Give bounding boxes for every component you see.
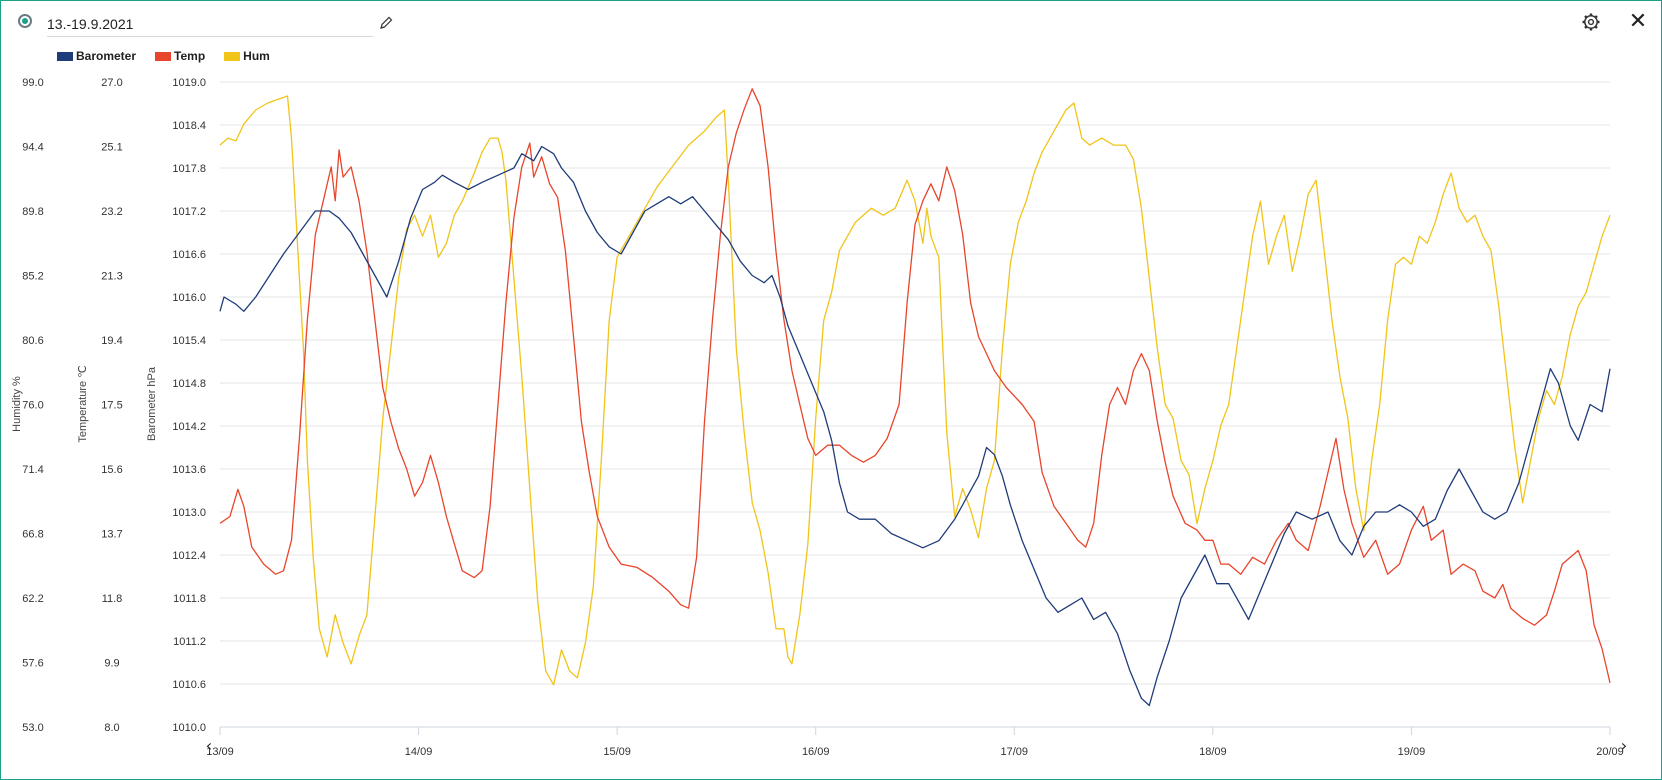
pencil-icon[interactable]: [378, 15, 394, 31]
baro-tick-label: 1018.4: [172, 120, 206, 132]
radio-dot: [22, 18, 28, 24]
baro-tick-label: 1014.8: [172, 378, 206, 390]
legend-swatch-hum: [224, 51, 241, 61]
x-tick-label: 15/09: [603, 746, 631, 758]
chart-header: ✕: [1, 1, 1661, 45]
baro-tick-label: 1014.2: [172, 421, 206, 433]
baro-tick-label: 1016.0: [172, 292, 206, 304]
gear-icon[interactable]: [1581, 12, 1601, 32]
hum-tick-label: 80.6: [22, 335, 43, 347]
x-tick-label: 20/09: [1596, 746, 1624, 758]
hum-tick-label: 94.4: [22, 142, 43, 154]
x-tick-label: 18/09: [1199, 746, 1227, 758]
temp-tick-label: 27.0: [101, 77, 122, 89]
hum-tick-label: 71.4: [22, 464, 43, 476]
chevron-right-icon[interactable]: ›: [1621, 736, 1627, 755]
temp-tick-label: 19.4: [101, 335, 122, 347]
legend-label-temp: Temp: [174, 49, 206, 63]
baro-axis-title: Barometer hPa: [146, 366, 158, 441]
series-line-temp: [219, 88, 1611, 684]
hum-tick-label: 76.0: [22, 400, 43, 412]
baro-tick-label: 1013.6: [172, 464, 206, 476]
legend-item-hum[interactable]: Hum: [224, 49, 270, 63]
hum-tick-label: 62.2: [22, 593, 43, 605]
x-tick-label: 17/09: [1001, 746, 1029, 758]
x-tick-label: 14/09: [405, 746, 433, 758]
temp-tick-label: 25.1: [101, 142, 122, 154]
series-line-barometer: [219, 145, 1611, 707]
baro-tick-label: 1011.8: [173, 593, 206, 605]
temp-tick-label: 15.6: [101, 464, 122, 476]
baro-tick-label: 1011.2: [173, 636, 206, 648]
hum-tick-label: 66.8: [22, 529, 43, 541]
baro-tick-label: 1015.4: [172, 335, 206, 347]
x-tick-label: 13/09: [206, 746, 234, 758]
temp-tick-label: 21.3: [101, 271, 122, 283]
close-icon[interactable]: ✕: [1628, 9, 1648, 34]
baro-tick-label: 1017.2: [172, 206, 206, 218]
temp-axis-title: Temperature ℃: [77, 365, 89, 442]
baro-tick-label: 1013.0: [172, 507, 206, 519]
chart-legend: Barometer Temp Hum: [57, 49, 289, 63]
chart-title-input[interactable]: [47, 12, 373, 37]
temp-tick-label: 8.0: [104, 722, 119, 734]
temp-tick-label: 11.8: [102, 593, 123, 605]
temp-tick-label: 13.7: [101, 529, 122, 541]
legend-item-temp[interactable]: Temp: [155, 49, 205, 63]
baro-tick-label: 1012.4: [172, 550, 206, 562]
baro-tick-label: 1010.0: [172, 722, 206, 734]
temp-tick-label: 9.9: [104, 658, 119, 670]
legend-swatch-barometer: [57, 51, 73, 61]
hum-tick-label: 57.6: [22, 658, 43, 670]
hum-tick-label: 85.2: [22, 271, 43, 283]
chevron-left-icon[interactable]: ‹: [206, 736, 212, 755]
legend-label-barometer: Barometer: [76, 49, 137, 63]
legend-swatch-temp: [155, 51, 172, 61]
hum-tick-label: 99.0: [22, 77, 43, 89]
baro-tick-label: 1017.8: [172, 163, 206, 175]
legend-item-barometer[interactable]: Barometer: [57, 49, 136, 63]
baro-tick-label: 1016.6: [172, 249, 206, 261]
hum-axis-title: Humidity %: [11, 376, 23, 432]
radio-selected-icon[interactable]: [18, 14, 32, 28]
baro-tick-label: 1019.0: [172, 77, 206, 89]
hum-tick-label: 53.0: [22, 722, 43, 734]
baro-tick-label: 1010.6: [172, 679, 206, 691]
x-tick-label: 19/09: [1398, 746, 1426, 758]
temp-tick-label: 23.2: [101, 206, 122, 218]
legend-label-hum: Hum: [243, 49, 270, 63]
hum-tick-label: 89.8: [22, 206, 43, 218]
series-line-hum: [219, 95, 1611, 686]
temp-tick-label: 17.5: [101, 400, 122, 412]
x-tick-label: 16/09: [802, 746, 830, 758]
